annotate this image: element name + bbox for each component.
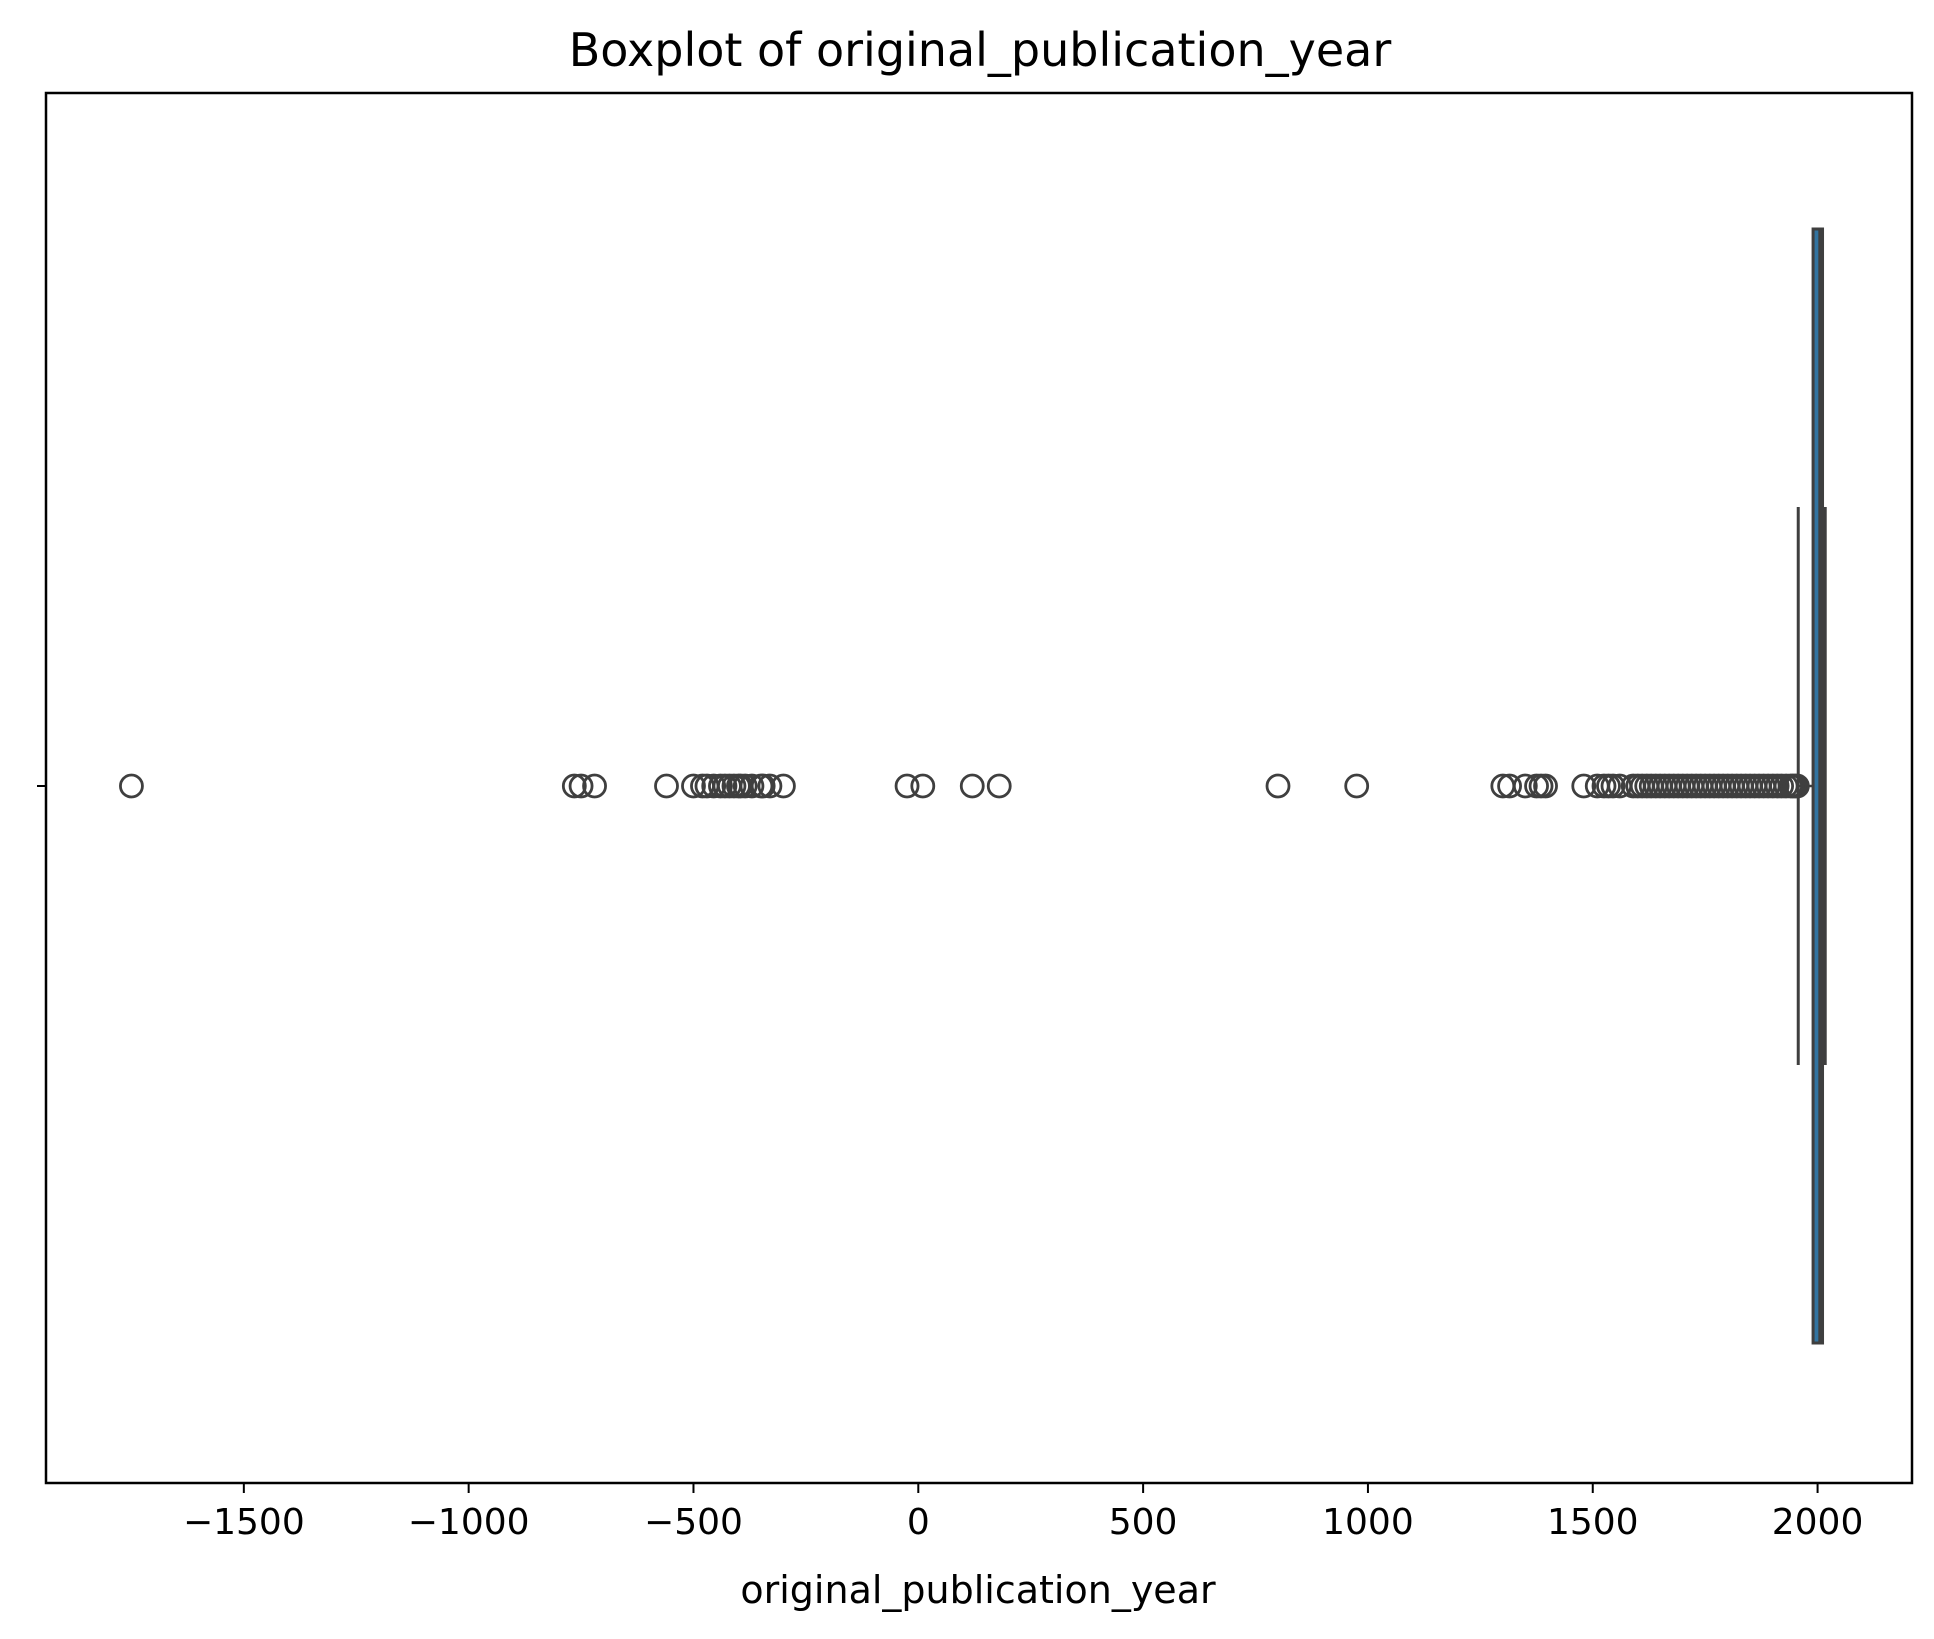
x-tick-label: −1000 xyxy=(408,1502,530,1543)
x-tick-label: 1500 xyxy=(1547,1502,1639,1543)
outlier-point xyxy=(561,773,587,799)
outlier-point xyxy=(701,773,727,799)
outlier-point xyxy=(1344,773,1370,799)
outlier-point xyxy=(757,773,783,799)
x-tick-label: −1500 xyxy=(183,1502,305,1543)
x-axis-ticks: −1500 −1000 −500 0 500 1000 1500 2000 xyxy=(183,1483,1863,1543)
outlier-point xyxy=(959,773,985,799)
x-tick-label: 1000 xyxy=(1322,1502,1414,1543)
outlier-point xyxy=(750,773,776,799)
outlier-point xyxy=(732,773,758,799)
box-iqr xyxy=(1811,227,1825,1345)
outlier-point xyxy=(654,773,679,799)
outlier-point xyxy=(119,773,144,799)
outlier-point xyxy=(1571,773,1597,799)
outlier-point xyxy=(1512,773,1538,799)
outlier-point xyxy=(1600,773,1626,799)
outlier-point xyxy=(894,773,920,799)
x-tick-label: 0 xyxy=(907,1502,930,1543)
outlier-point xyxy=(1784,773,1810,799)
outlier-point xyxy=(986,773,1012,799)
outlier-point xyxy=(582,773,607,799)
x-tick-label: 2000 xyxy=(1772,1502,1864,1543)
x-tick-label: 500 xyxy=(1109,1502,1178,1543)
plot-area xyxy=(119,227,1827,1345)
outlier-point xyxy=(771,773,796,799)
outlier-point xyxy=(681,773,706,799)
chart-title: Boxplot of original_publication_year xyxy=(569,23,1392,77)
outlier-point xyxy=(568,773,594,799)
axes-frame xyxy=(44,91,1914,1485)
outlier-point xyxy=(1497,773,1522,799)
outlier-point xyxy=(1265,773,1291,799)
outlier-point xyxy=(1533,773,1558,799)
x-axis-label: original_publication_year xyxy=(740,1568,1216,1612)
x-tick-label: −500 xyxy=(644,1502,743,1543)
outlier-point xyxy=(910,773,936,799)
outlier-point xyxy=(739,773,765,799)
